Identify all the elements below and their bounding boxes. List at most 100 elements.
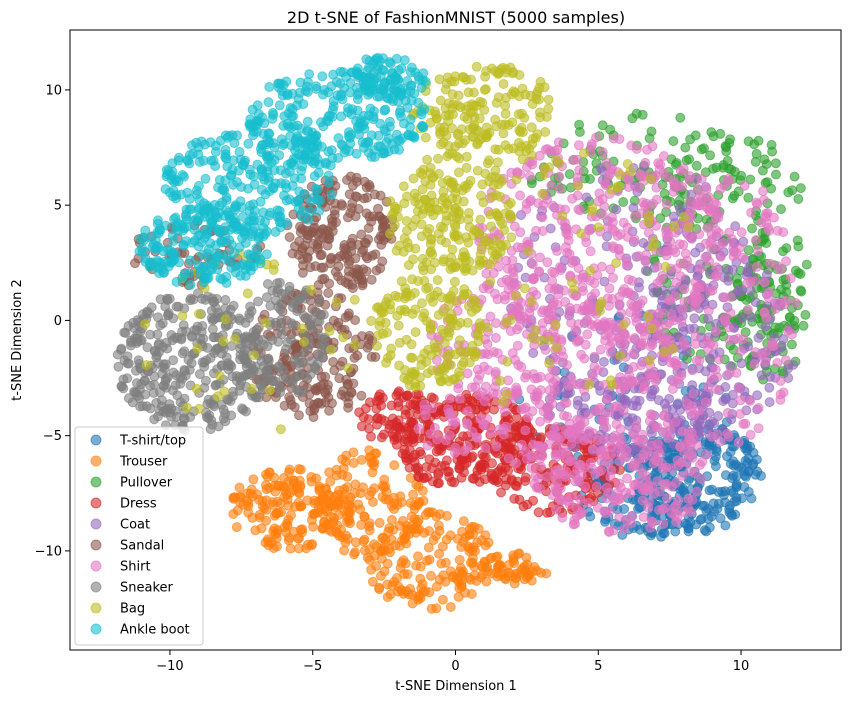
data-point: [463, 237, 474, 248]
data-point: [453, 208, 464, 219]
data-point: [679, 284, 690, 295]
data-point: [687, 365, 698, 376]
data-point: [520, 425, 531, 436]
data-point: [599, 414, 609, 424]
data-point: [346, 240, 357, 251]
data-point: [453, 138, 464, 149]
data-point: [638, 238, 649, 248]
data-point: [306, 476, 317, 487]
data-point: [573, 336, 584, 346]
data-point: [178, 320, 189, 331]
data-point: [473, 375, 484, 385]
data-point: [499, 406, 510, 417]
data-point: [585, 457, 596, 468]
data-point: [611, 258, 622, 269]
data-point: [690, 331, 701, 342]
data-point: [343, 363, 354, 373]
data-point: [302, 539, 313, 550]
data-point: [663, 231, 674, 242]
data-point: [613, 442, 624, 453]
data-point: [450, 373, 461, 384]
data-point: [549, 469, 560, 480]
data-point: [385, 547, 395, 558]
data-point: [321, 484, 332, 495]
data-point: [635, 169, 646, 180]
data-point: [725, 308, 736, 319]
data-point: [457, 251, 468, 262]
data-point: [643, 227, 654, 238]
data-point: [283, 535, 294, 546]
data-point: [528, 274, 539, 285]
data-point: [653, 316, 664, 327]
data-point: [430, 342, 441, 353]
data-point: [219, 386, 230, 397]
data-point: [724, 368, 735, 379]
data-point: [738, 419, 749, 429]
data-point: [131, 333, 142, 344]
data-point: [491, 235, 502, 246]
data-point: [512, 324, 522, 335]
data-point: [425, 428, 436, 439]
data-point: [339, 545, 350, 556]
data-point: [704, 522, 715, 533]
data-point: [436, 139, 446, 150]
data-point: [297, 254, 308, 265]
data-point: [276, 329, 287, 340]
data-point: [191, 383, 202, 394]
data-point: [282, 520, 293, 531]
data-point: [136, 379, 147, 390]
data-point: [739, 466, 749, 476]
data-point: [495, 375, 506, 386]
data-point: [275, 387, 286, 398]
data-point: [562, 247, 573, 258]
data-point: [426, 603, 437, 614]
data-point: [772, 358, 783, 368]
data-point: [659, 346, 670, 357]
data-point: [660, 261, 671, 272]
data-point: [607, 380, 617, 391]
data-point: [323, 288, 334, 298]
data-point: [299, 240, 310, 251]
data-point: [675, 405, 686, 415]
data-point: [467, 382, 478, 393]
data-point: [425, 319, 436, 330]
data-point: [289, 373, 300, 383]
data-point: [800, 309, 811, 320]
data-point: [422, 154, 433, 165]
data-point: [594, 188, 605, 199]
data-point: [764, 397, 775, 408]
data-point: [272, 525, 283, 536]
data-point: [458, 516, 469, 527]
data-point: [680, 142, 691, 153]
data-point: [119, 327, 130, 338]
data-point: [500, 92, 511, 103]
data-point: [644, 355, 655, 366]
data-point: [701, 449, 712, 460]
data-point: [436, 558, 447, 569]
data-point: [469, 112, 480, 123]
data-point: [750, 347, 761, 358]
data-point: [324, 234, 335, 245]
data-point: [331, 297, 342, 308]
data-point: [747, 223, 757, 234]
data-point: [540, 127, 551, 137]
data-point: [490, 332, 501, 343]
data-point: [758, 186, 769, 197]
data-point: [594, 305, 605, 316]
data-point: [284, 464, 295, 475]
data-point: [705, 237, 716, 248]
data-point: [351, 176, 362, 187]
data-point: [731, 471, 742, 482]
data-point: [203, 394, 214, 405]
data-point: [622, 159, 633, 169]
data-point: [775, 375, 786, 386]
data-point: [206, 305, 217, 316]
data-point: [677, 304, 688, 315]
data-point: [235, 492, 246, 502]
data-point: [550, 431, 561, 442]
data-point: [743, 245, 754, 256]
data-point: [494, 559, 505, 570]
data-point: [220, 314, 231, 325]
data-point: [254, 509, 265, 520]
data-point: [683, 222, 694, 233]
